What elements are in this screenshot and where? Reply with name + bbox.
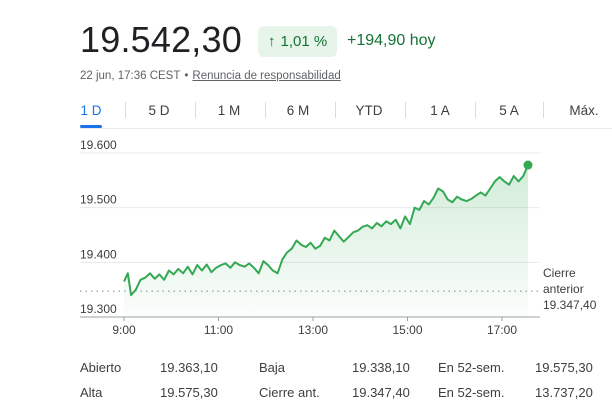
previous-close-label-line: Cierre — [543, 266, 576, 280]
tab-1a[interactable]: 1 A — [430, 102, 450, 118]
previous-close-label-line: anterior — [543, 282, 584, 296]
stat-value: 19.575,30 — [160, 385, 218, 400]
x-tick-label: 13:00 — [298, 323, 328, 337]
stat-value: 19.363,10 — [160, 360, 218, 375]
stat-value: 19.347,40 — [352, 385, 410, 400]
tab-5a[interactable]: 5 A — [499, 102, 519, 118]
tabs-divider-line — [80, 128, 612, 129]
timestamp: 22 jun, 17:36 CEST — [80, 70, 181, 82]
tab-1m[interactable]: 1 M — [217, 102, 241, 118]
stat-row: Alta 19.575,30 Cierre ant. 19.347,40 En … — [80, 385, 610, 405]
tab-max[interactable]: Máx. — [569, 102, 599, 118]
arrow-up-icon: ↑ — [268, 33, 276, 50]
stat-value: 19.338,10 — [352, 360, 410, 375]
tab-divider — [195, 102, 196, 118]
stat-value: 13.737,20 — [535, 385, 593, 400]
stat-value: 19.575,30 — [535, 360, 593, 375]
price-line — [123, 164, 529, 297]
current-price-dot — [523, 160, 533, 170]
change-percent-badge: ↑ 1,01 % — [258, 26, 338, 57]
stat-label: En 52-sem. — [438, 360, 505, 375]
price-chart: 19.600 19.500 19.400 19.300 9:00 11:00 13:00 15… — [80, 138, 540, 337]
stat-label: Alta — [80, 385, 103, 400]
y-tick-label: 19.600 — [80, 138, 117, 152]
x-tick-label: 17:00 — [487, 323, 517, 337]
tab-ytd[interactable]: YTD — [355, 102, 383, 118]
stat-row: Abierto 19.363,10 Baja 19.338,10 En 52-s… — [80, 360, 610, 380]
stat-label: Cierre ant. — [259, 385, 320, 400]
tab-divider — [125, 102, 126, 118]
y-tick-label: 19.300 — [80, 302, 117, 316]
tab-divider — [543, 102, 544, 118]
tab-divider — [475, 102, 476, 118]
tab-divider — [265, 102, 266, 118]
price-area-fill — [124, 165, 528, 317]
quote-meta: 22 jun, 17:36 CEST • Renuncia de respons… — [80, 70, 341, 82]
tab-divider — [405, 102, 406, 118]
stat-label: Abierto — [80, 360, 122, 375]
x-tick-label: 9:00 — [112, 323, 136, 337]
stat-label: En 52-sem. — [438, 385, 505, 400]
y-tick-label: 19.500 — [80, 193, 117, 207]
current-price: 19.542,30 — [80, 19, 242, 60]
x-tick-label: 15:00 — [392, 323, 422, 337]
meta-separator: • — [184, 70, 189, 82]
previous-close-value: 19.347,40 — [543, 298, 597, 312]
tab-divider — [335, 102, 336, 118]
change-percent-value: 1,01 % — [280, 33, 328, 50]
disclaimer-link[interactable]: Renuncia de responsabilidad — [192, 70, 341, 82]
change-absolute: +194,90 hoy — [347, 32, 436, 49]
stat-label: Baja — [259, 360, 286, 375]
time-range-tabs: 1 D 5 D 1 M 6 M YTD 1 A 5 A Máx. — [80, 95, 610, 129]
tab-1d[interactable]: 1 D — [80, 95, 102, 128]
y-tick-label: 19.400 — [80, 247, 117, 261]
tab-6m[interactable]: 6 M — [286, 102, 310, 118]
x-tick-label: 11:00 — [204, 323, 233, 337]
tab-5d[interactable]: 5 D — [148, 102, 170, 118]
previous-close-label: Cierre anterior 19.347,40 — [543, 265, 596, 313]
